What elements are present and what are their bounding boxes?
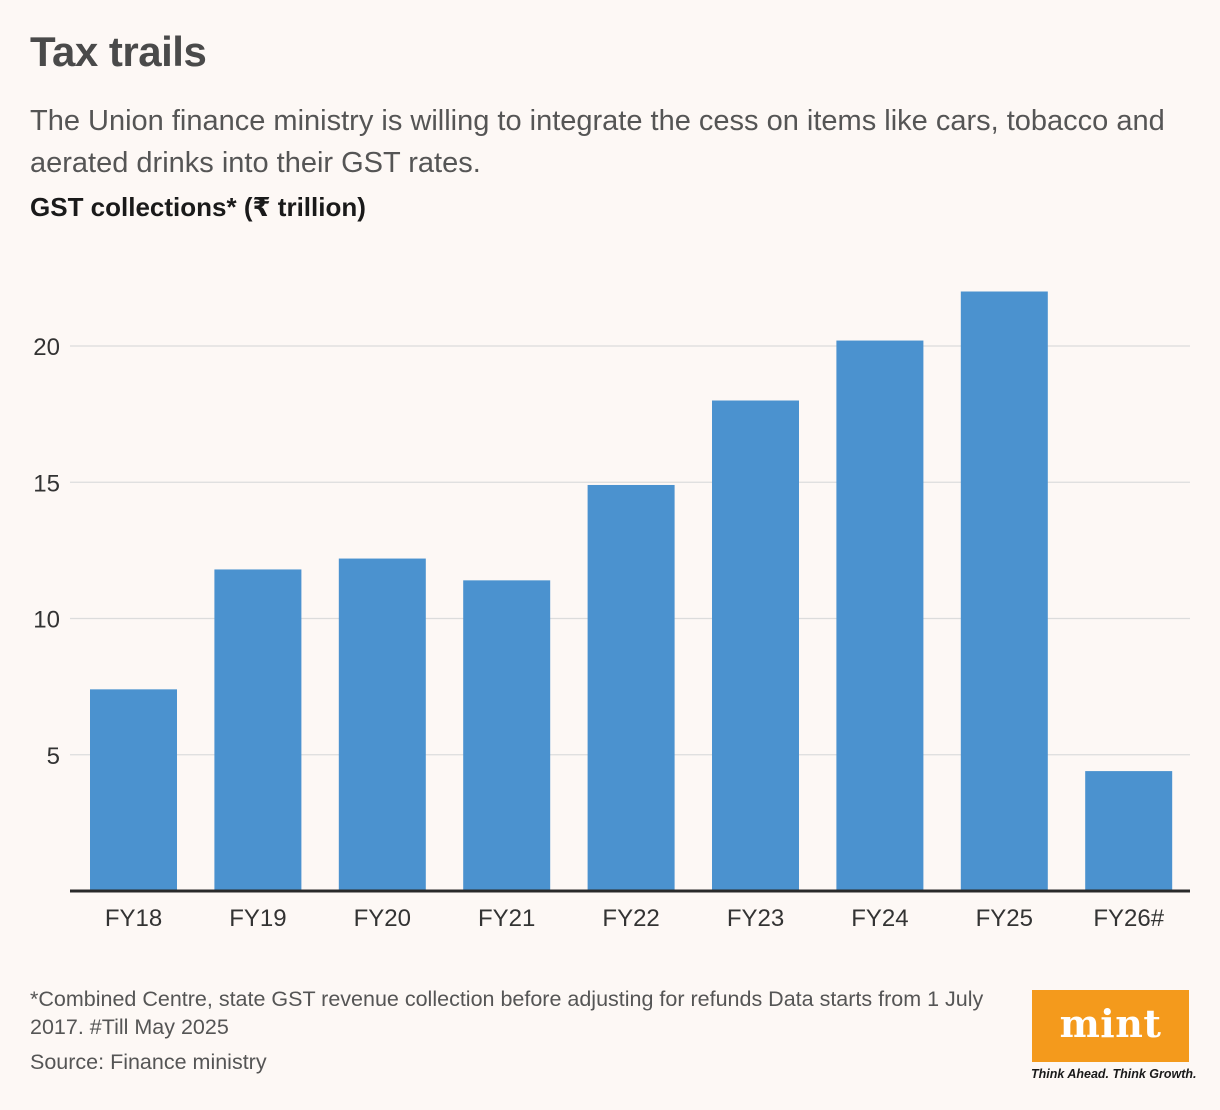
footnote: *Combined Centre, state GST revenue coll…: [30, 987, 984, 1039]
x-tick-label: FY24: [851, 905, 908, 932]
bar: [1085, 771, 1173, 891]
x-tick-label: FY23: [727, 905, 784, 932]
bar-chart: 5 10 15 20 FY18 FY19 FY20 FY21 FY22 FY23 FY24 FY25 F…: [33, 291, 1190, 932]
y-tick-label: 10: [33, 607, 60, 634]
x-tick-label: FY25: [976, 905, 1033, 932]
y-tick-label: 20: [33, 334, 60, 361]
bar: [960, 291, 1048, 891]
source-note: Source: Finance ministry: [30, 1050, 267, 1074]
bar: [712, 400, 799, 891]
mint-logo: mint: [1032, 990, 1189, 1062]
bar: [836, 340, 924, 891]
x-tick-label: FY19: [229, 905, 286, 932]
logo-wordmark: mint: [1059, 1000, 1162, 1046]
y-tick-label: 15: [33, 470, 60, 497]
x-tick-label: FY26#: [1093, 905, 1164, 932]
x-tick-label: FY20: [354, 905, 411, 932]
bar: [90, 689, 177, 891]
x-tick-label: FY21: [478, 905, 535, 932]
x-tick-label: FY22: [602, 905, 659, 932]
y-tick-label: 5: [47, 743, 60, 770]
bar: [214, 569, 302, 891]
bar: [463, 580, 551, 891]
chart-title: Tax trails: [30, 28, 207, 75]
bar: [338, 558, 426, 891]
chart-subtitle: The Union finance ministry is willing to…: [30, 105, 1165, 179]
logo-tagline: Think Ahead. Think Growth.: [1031, 1067, 1197, 1081]
bar: [587, 484, 675, 891]
y-axis-label: GST collections* (₹ trillion): [30, 192, 366, 222]
x-tick-label: FY18: [105, 905, 162, 932]
